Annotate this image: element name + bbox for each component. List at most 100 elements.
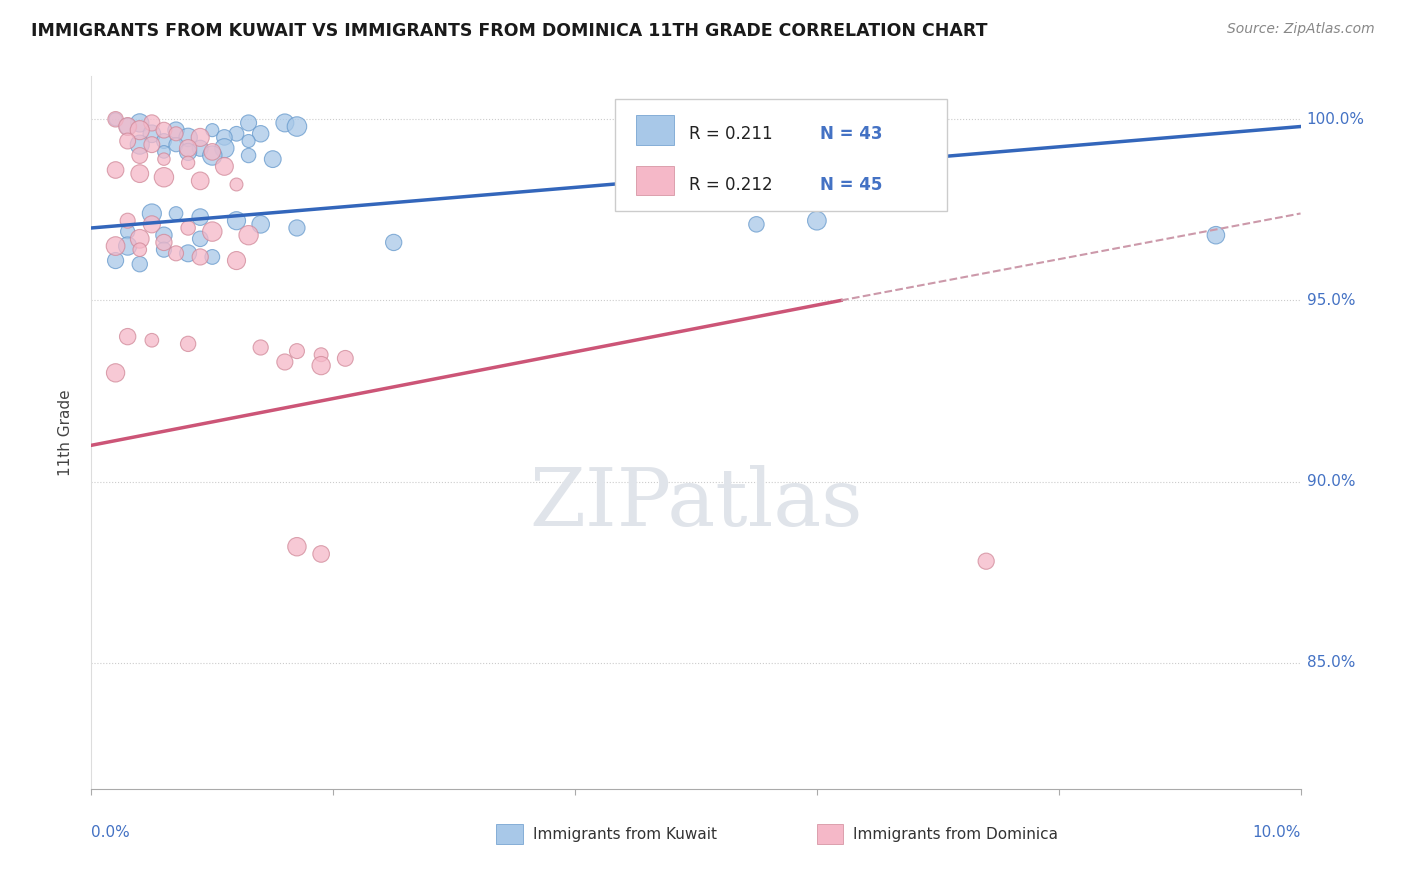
- Point: [274, 116, 297, 130]
- Point: [128, 148, 150, 162]
- Point: [188, 174, 211, 188]
- Point: [262, 152, 284, 166]
- Point: [117, 225, 139, 239]
- Point: [285, 221, 308, 235]
- Point: [285, 344, 308, 359]
- Text: R = 0.211: R = 0.211: [689, 125, 772, 143]
- Point: [153, 243, 176, 257]
- Point: [249, 127, 271, 141]
- Point: [201, 250, 224, 264]
- Point: [128, 167, 150, 181]
- FancyBboxPatch shape: [496, 823, 523, 844]
- Text: R = 0.212: R = 0.212: [689, 176, 772, 194]
- Point: [141, 333, 163, 347]
- Point: [309, 359, 332, 373]
- Point: [104, 366, 127, 380]
- Point: [214, 130, 236, 145]
- Text: 0.0%: 0.0%: [91, 825, 131, 840]
- Text: 95.0%: 95.0%: [1306, 293, 1355, 308]
- Point: [128, 257, 150, 271]
- Point: [974, 554, 997, 568]
- Point: [188, 250, 211, 264]
- Point: [165, 206, 187, 220]
- Point: [238, 116, 260, 130]
- Point: [238, 148, 260, 162]
- Point: [153, 123, 176, 137]
- Point: [177, 155, 200, 169]
- Text: Immigrants from Dominica: Immigrants from Dominica: [853, 827, 1059, 842]
- Point: [117, 239, 139, 253]
- Point: [188, 130, 211, 145]
- Point: [153, 170, 176, 185]
- Text: 10.0%: 10.0%: [1253, 825, 1301, 840]
- Point: [177, 145, 200, 159]
- Point: [165, 137, 187, 152]
- Point: [249, 217, 271, 231]
- Point: [153, 134, 176, 148]
- Point: [104, 253, 127, 268]
- Text: Source: ZipAtlas.com: Source: ZipAtlas.com: [1227, 22, 1375, 37]
- Point: [238, 228, 260, 243]
- Point: [201, 225, 224, 239]
- Point: [201, 148, 224, 162]
- Point: [128, 232, 150, 246]
- Point: [1205, 228, 1227, 243]
- Point: [117, 134, 139, 148]
- Point: [201, 145, 224, 159]
- Point: [188, 232, 211, 246]
- Point: [153, 235, 176, 250]
- Point: [165, 246, 187, 260]
- Point: [225, 178, 247, 192]
- Point: [225, 213, 247, 227]
- Point: [285, 540, 308, 554]
- Point: [165, 123, 187, 137]
- Point: [214, 160, 236, 174]
- Point: [188, 141, 211, 155]
- Y-axis label: 11th Grade: 11th Grade: [58, 389, 73, 476]
- Point: [249, 341, 271, 355]
- Text: 85.0%: 85.0%: [1306, 655, 1355, 670]
- Point: [201, 123, 224, 137]
- Point: [806, 213, 828, 227]
- Text: N = 43: N = 43: [820, 125, 882, 143]
- Point: [382, 235, 405, 250]
- Point: [214, 141, 236, 155]
- FancyBboxPatch shape: [817, 823, 844, 844]
- Point: [117, 213, 139, 227]
- Point: [128, 243, 150, 257]
- Point: [104, 163, 127, 178]
- Point: [104, 239, 127, 253]
- FancyBboxPatch shape: [614, 99, 948, 211]
- Point: [153, 228, 176, 243]
- Point: [153, 152, 176, 166]
- Point: [117, 329, 139, 343]
- Point: [104, 112, 127, 127]
- Point: [153, 145, 176, 159]
- FancyBboxPatch shape: [636, 115, 675, 145]
- Point: [745, 217, 768, 231]
- Text: ZIPatlas: ZIPatlas: [529, 465, 863, 543]
- Point: [177, 246, 200, 260]
- Point: [141, 217, 163, 231]
- Text: Immigrants from Kuwait: Immigrants from Kuwait: [533, 827, 717, 842]
- Point: [165, 127, 187, 141]
- Point: [141, 137, 163, 152]
- Point: [225, 127, 247, 141]
- Point: [309, 547, 332, 561]
- FancyBboxPatch shape: [636, 166, 675, 195]
- Point: [177, 141, 200, 155]
- Point: [128, 123, 150, 137]
- Point: [128, 137, 150, 152]
- Point: [128, 116, 150, 130]
- Text: IMMIGRANTS FROM KUWAIT VS IMMIGRANTS FROM DOMINICA 11TH GRADE CORRELATION CHART: IMMIGRANTS FROM KUWAIT VS IMMIGRANTS FRO…: [31, 22, 987, 40]
- Point: [225, 253, 247, 268]
- Point: [274, 355, 297, 369]
- Text: 100.0%: 100.0%: [1306, 112, 1365, 127]
- Point: [238, 134, 260, 148]
- Text: N = 45: N = 45: [820, 176, 882, 194]
- Point: [117, 120, 139, 134]
- Point: [188, 210, 211, 224]
- Point: [117, 120, 139, 134]
- Point: [141, 206, 163, 220]
- Point: [104, 112, 127, 127]
